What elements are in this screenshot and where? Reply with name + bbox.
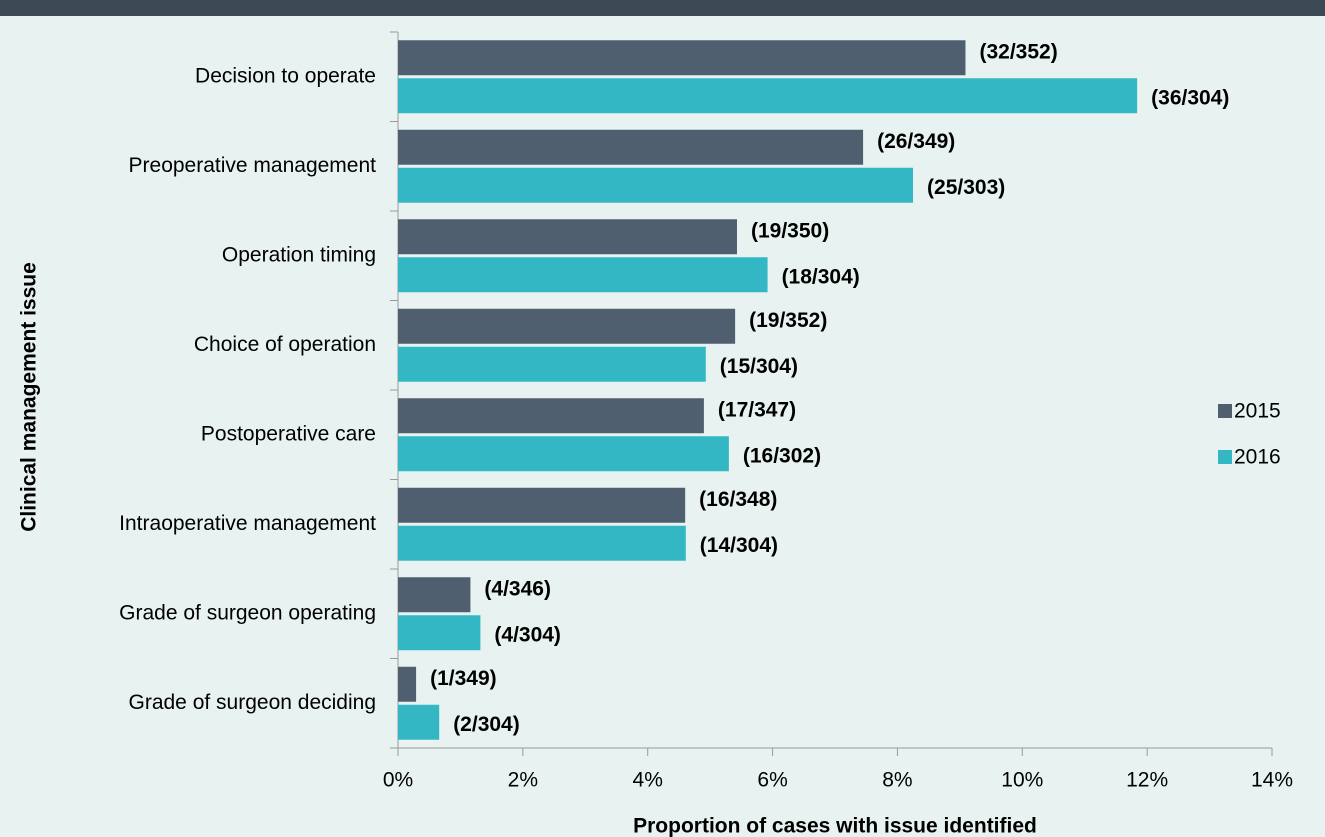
x-tick-label: 2% [508,769,538,792]
bar [398,525,686,561]
bar [398,129,864,165]
bar [398,436,729,472]
bar [398,615,481,651]
value-label: (26/349) [877,130,955,153]
value-label: (25/303) [927,176,1005,199]
y-tick-label: Postoperative care [201,422,376,445]
bar [398,398,704,434]
bar [398,308,736,344]
bar [398,704,440,740]
value-label: (14/304) [700,534,778,557]
title-bar [0,0,1325,16]
legend-swatch [1218,404,1232,418]
value-label: (19/352) [749,309,827,332]
y-tick-label: Grade of surgeon operating [119,601,376,624]
value-label: (1/349) [430,667,497,690]
bar [398,577,471,613]
x-tick-label: 6% [757,769,787,792]
y-tick-label: Grade of surgeon deciding [129,691,377,714]
y-tick-label: Intraoperative management [119,512,376,535]
value-label: (15/304) [720,355,798,378]
legend-label: 2015 [1234,400,1281,423]
value-label: (18/304) [782,265,860,288]
bar [398,167,914,203]
bar [398,40,966,76]
y-tick-label: Operation timing [222,243,376,266]
y-tick-label: Preoperative management [129,154,377,177]
value-label: (16/348) [699,488,777,511]
x-tick-label: 0% [383,769,413,792]
y-tick-label: Decision to operate [195,64,376,87]
value-label: (36/304) [1151,86,1229,109]
legend-label: 2016 [1234,446,1281,469]
x-tick-label: 12% [1126,769,1168,792]
value-label: (17/347) [718,398,796,421]
bar [398,666,417,702]
value-label: (16/302) [743,444,821,467]
y-axis-label: Clinical management issue [18,262,41,532]
bar [398,78,1138,114]
value-label: (2/304) [453,713,520,736]
value-label: (32/352) [979,40,1057,63]
x-tick-label: 8% [882,769,912,792]
bar [398,219,737,255]
value-label: (4/304) [494,623,561,646]
x-tick-label: 10% [1001,769,1043,792]
value-label: (4/346) [484,577,551,600]
x-tick-label: 4% [633,769,663,792]
bar [398,257,768,293]
bar [398,346,706,382]
bar [398,487,686,523]
y-tick-label: Choice of operation [194,333,376,356]
legend-swatch [1218,450,1232,464]
x-tick-label: 14% [1251,769,1293,792]
x-axis-label: Proportion of cases with issue identifie… [633,815,1037,837]
value-label: (19/350) [751,219,829,242]
